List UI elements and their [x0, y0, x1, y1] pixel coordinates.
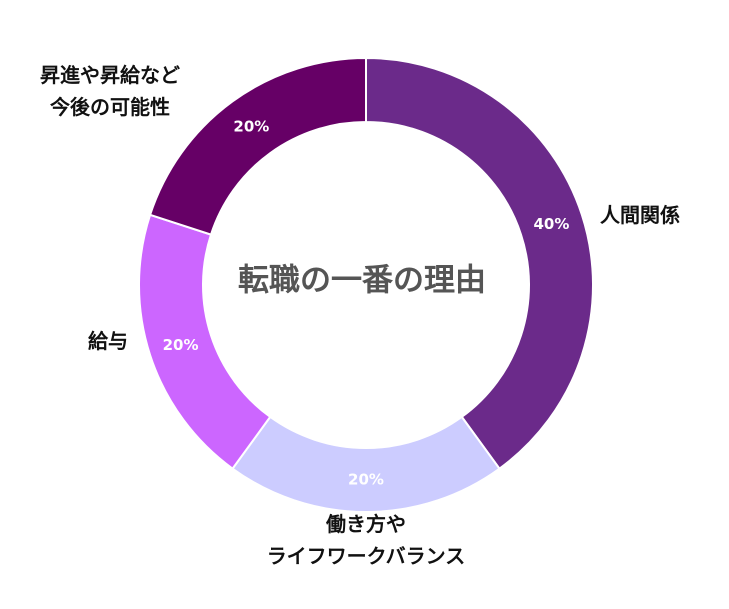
- slice-value-label: 40%: [534, 215, 570, 233]
- slice-category-label-line: ライフワークバランス: [267, 544, 466, 568]
- slice-category-label-line: 今後の可能性: [50, 95, 170, 119]
- slice-category-label-line: 昇進や昇給など: [40, 63, 180, 87]
- chart-title: 転職の一番の理由: [238, 263, 486, 299]
- slice-category-label-line: 人間関係: [600, 203, 680, 227]
- value-labels-layer: 40% 20% 20% 20%: [163, 118, 570, 489]
- slice-value-label: 20%: [163, 336, 199, 354]
- slice-category-label-line: 給与: [88, 329, 128, 353]
- slice-category-label-line: 働き方や: [325, 512, 406, 536]
- slice-category-label: 昇進や昇給など今後の可能性: [40, 63, 180, 119]
- slices-layer: [138, 56, 594, 513]
- slice-value-label: 20%: [348, 471, 384, 489]
- slice-category-label: 人間関係: [600, 203, 680, 227]
- donut-slice: [148, 56, 367, 236]
- donut-slice: [231, 415, 501, 513]
- slice-category-label: 給与: [88, 329, 128, 353]
- donut-slice: [365, 56, 594, 471]
- slice-value-label: 20%: [233, 118, 269, 136]
- donut-slice: [138, 213, 272, 471]
- slice-category-label: 働き方やライフワークバランス: [267, 512, 466, 568]
